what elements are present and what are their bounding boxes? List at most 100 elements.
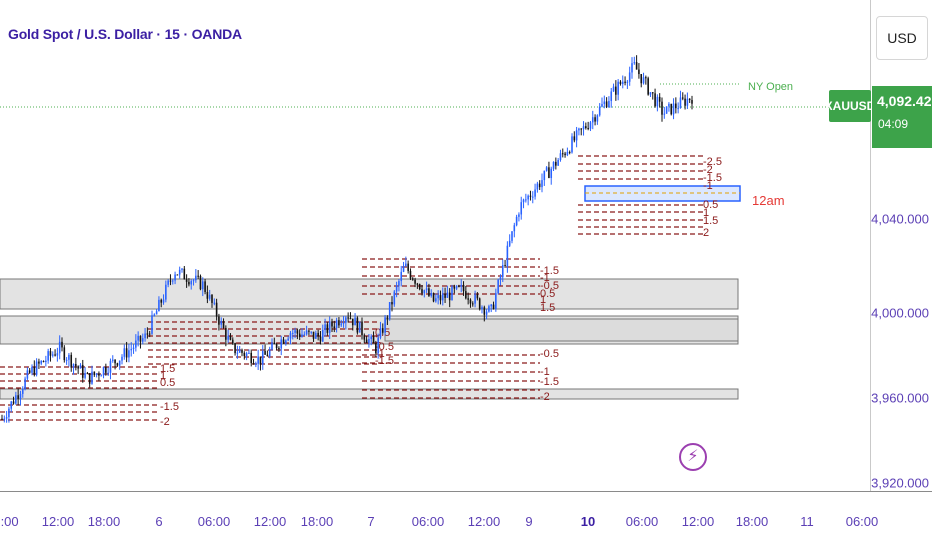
candle-body	[24, 378, 26, 390]
time-axis-label: 11	[800, 514, 814, 529]
chart-area[interactable]: -2.5 -2 -1.5 -1 0.5 1 1.5 2 -1.5 -1 -0.5 0.5 1 1.5 -0.…	[0, 0, 870, 491]
price-axis-label: 3,920.000	[871, 475, 929, 491]
level-label: -1.5	[540, 376, 559, 388]
candle-body	[289, 333, 292, 339]
level-label: -2	[703, 164, 713, 176]
candle-body	[619, 81, 622, 85]
candle-body	[42, 361, 45, 363]
candle-body	[571, 136, 573, 153]
candle-body	[672, 103, 675, 115]
candle-body	[476, 294, 479, 299]
candle-body	[483, 307, 486, 315]
candle-body	[471, 303, 474, 305]
time-axis-label: 6	[155, 514, 163, 529]
candle-body	[365, 339, 368, 343]
candle-body	[91, 371, 93, 384]
candle-body	[504, 265, 506, 267]
candle-body	[31, 366, 33, 373]
candle-body	[95, 373, 98, 375]
level-label: -1	[375, 348, 385, 360]
time-axis-label: 7	[367, 514, 375, 529]
candle-body	[428, 288, 430, 296]
candle-body	[121, 356, 123, 361]
candle-body	[169, 280, 172, 282]
candle-body	[319, 336, 322, 342]
currency-selector[interactable]: USD	[876, 16, 928, 60]
time-axis[interactable]: 6:00 12:00 18:00 6 06:00 12:00 18:00 7 06:00 12:0…	[0, 491, 932, 551]
candle-body	[213, 302, 216, 304]
candle-body	[423, 290, 426, 294]
candle-body	[518, 214, 520, 217]
level-label: 1.5	[540, 302, 555, 314]
candle-body	[102, 367, 105, 376]
candle-body	[77, 366, 79, 369]
candle-body	[624, 81, 626, 83]
candle-body	[248, 352, 250, 354]
candle-body	[640, 74, 643, 84]
candle-body	[81, 364, 84, 378]
candle-body	[589, 122, 592, 129]
candle-body	[273, 342, 276, 345]
candle-body	[56, 353, 59, 356]
candle-body	[398, 281, 400, 286]
candle-body	[128, 350, 130, 358]
candle-body	[559, 153, 562, 161]
candle-body	[220, 321, 223, 325]
price-chart[interactable]: -2.5-2-1.5-10.511.52-1.5-1-0.50.511.5-0.…	[0, 0, 870, 491]
candle-body	[541, 180, 543, 188]
candle-body	[617, 81, 619, 95]
candle-body	[285, 340, 287, 344]
level-label: 1.5	[703, 215, 718, 227]
candle-body	[668, 103, 670, 107]
grey-zone	[384, 318, 739, 342]
candle-body	[679, 97, 682, 109]
candle-body	[375, 343, 377, 354]
candle-body	[40, 361, 43, 364]
candle-body	[125, 348, 128, 358]
candle-body	[153, 314, 156, 316]
candle-body	[573, 136, 576, 141]
candle-body	[508, 240, 511, 246]
level-label: 0.5	[703, 199, 718, 211]
candle-body	[677, 108, 679, 110]
candle-body	[384, 317, 386, 333]
candle-body	[626, 81, 629, 83]
candle-body	[116, 363, 119, 366]
candle-body	[287, 338, 289, 341]
candle-body	[185, 279, 188, 282]
candle-body	[45, 360, 47, 362]
price-axis-label: 3,960.000	[871, 390, 929, 406]
candle-body	[61, 341, 63, 348]
candle-body	[271, 342, 273, 350]
candle-body	[26, 370, 29, 379]
candle-body	[388, 302, 391, 319]
flash-icon[interactable]: ⚡	[679, 443, 707, 471]
candle-body	[250, 352, 253, 364]
candle-body	[229, 336, 232, 340]
candle-body	[458, 285, 460, 287]
time-axis-label: 18:00	[300, 514, 334, 529]
candle-body	[665, 106, 668, 114]
candle-body	[601, 104, 603, 107]
candle-body	[49, 351, 52, 356]
candle-body	[188, 281, 190, 285]
candle-body	[181, 268, 183, 270]
candle-body	[513, 225, 516, 232]
candle-body	[377, 337, 379, 354]
candle-body	[264, 351, 266, 355]
candle-body	[167, 280, 169, 285]
candle-body	[691, 100, 693, 104]
candle-body	[603, 101, 606, 105]
price-axis[interactable]: 4,040.000 4,000.000 3,960.000 3,920.000	[870, 0, 932, 491]
candle-body	[165, 284, 167, 300]
candle-body	[342, 322, 345, 324]
level-label: 1.5	[160, 363, 175, 375]
candle-body	[529, 195, 532, 197]
time-axis-label: 12:00	[467, 514, 501, 529]
candle-body	[416, 283, 419, 285]
candle-body	[340, 323, 343, 326]
symbol-title[interactable]: Gold Spot / U.S. Dollar · 15 · OANDA	[8, 26, 242, 42]
candle-body	[379, 328, 382, 338]
candle-body	[58, 341, 61, 354]
candle-body	[19, 393, 22, 399]
